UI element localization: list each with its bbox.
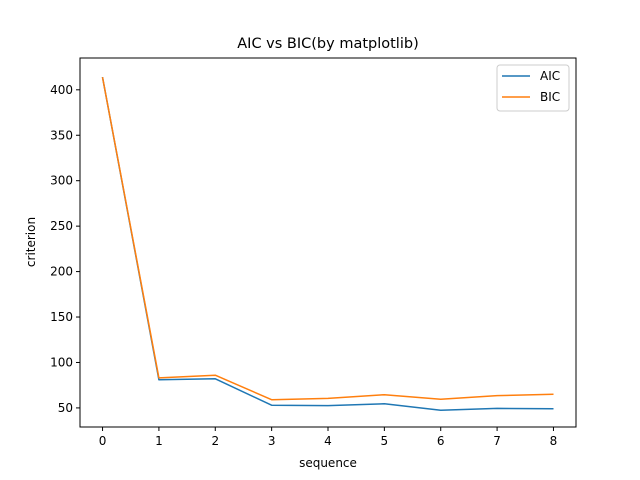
x-tick-label: 0 [99,434,107,448]
y-tick-label: 250 [50,219,73,233]
x-tick-label: 1 [155,434,163,448]
x-tick-label: 3 [268,434,276,448]
y-tick-label: 200 [50,265,73,279]
plot-lines [101,76,554,411]
x-axis-label: sequence [299,456,357,470]
x-axis: 0 1 2 3 4 5 6 7 8 [99,427,558,448]
x-tick-label: 5 [381,434,389,448]
chart-title: AIC vs BIC(by matplotlib) [237,36,418,52]
x-tick-label: 2 [211,434,219,448]
y-axis-label: criterion [24,217,38,267]
legend-label-aic: AIC [540,69,560,83]
x-tick-label: 6 [437,434,445,448]
y-tick-label: 150 [50,310,73,324]
legend-label-bic: BIC [540,90,560,104]
y-axis: 50 100 150 200 250 300 350 400 [50,83,80,415]
plot-frame [79,57,577,428]
y-tick-label: 100 [50,355,73,369]
y-tick-label: 400 [50,83,73,97]
legend: AIC BIC [496,64,570,112]
x-tick-label: 8 [550,434,558,448]
y-tick-label: 300 [50,174,73,188]
series-line-aic [101,76,554,411]
y-tick-label: 350 [50,128,73,142]
x-tick-label: 4 [324,434,332,448]
y-tick-label: 50 [58,401,73,415]
x-tick-label: 7 [493,434,501,448]
series-line-bic [101,76,554,401]
